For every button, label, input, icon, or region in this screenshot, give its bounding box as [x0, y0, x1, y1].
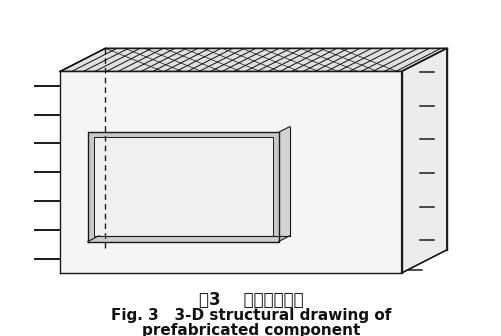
Polygon shape	[401, 48, 446, 273]
Polygon shape	[278, 127, 290, 242]
Polygon shape	[88, 132, 278, 242]
Polygon shape	[88, 236, 290, 242]
Text: prefabricated component: prefabricated component	[141, 323, 360, 336]
Text: 图3    构件三维结构: 图3 构件三维结构	[198, 291, 303, 309]
Text: Fig. 3   3-D structural drawing of: Fig. 3 3-D structural drawing of	[111, 308, 390, 323]
Polygon shape	[60, 48, 446, 72]
Polygon shape	[60, 72, 401, 273]
Polygon shape	[94, 137, 272, 237]
